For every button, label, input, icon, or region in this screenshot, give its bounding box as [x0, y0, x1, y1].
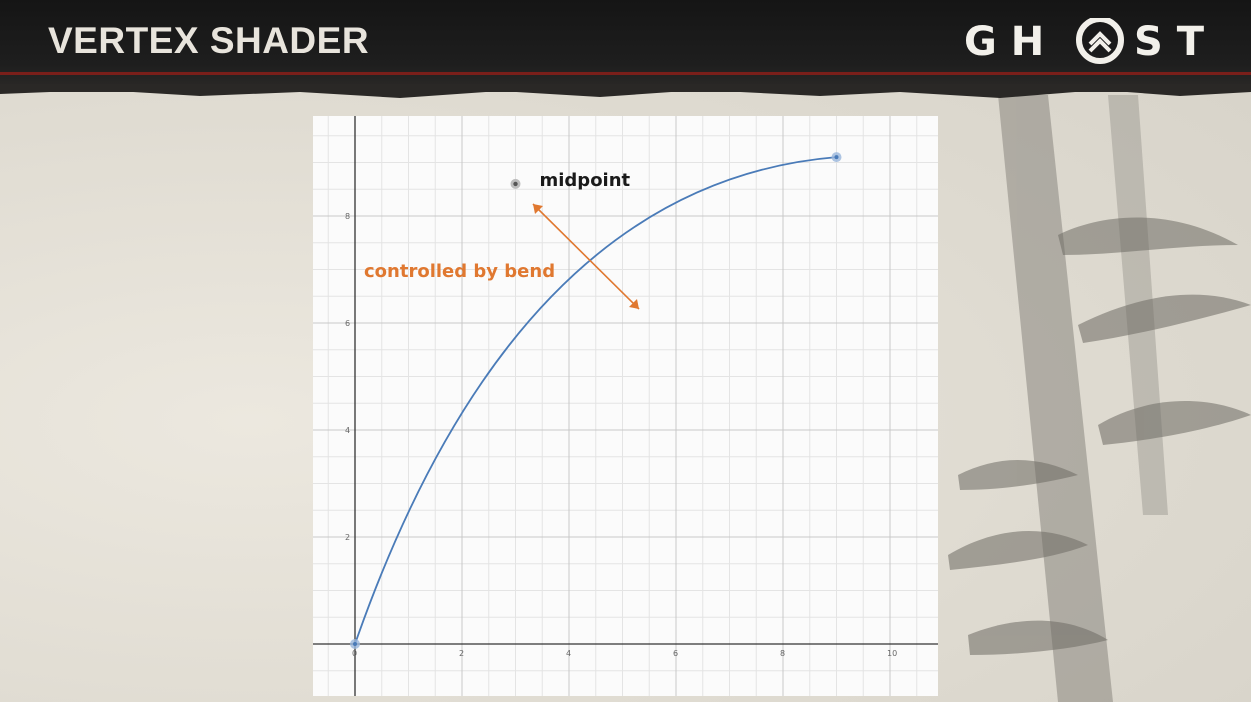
bend-arrow-line	[532, 203, 640, 310]
graph-panel: 0 2 4 6 8 10 2 4 6 8 midpoint controlled by bend	[313, 116, 938, 696]
x-tick-label: 0	[352, 649, 357, 658]
midpoint-dot	[513, 181, 518, 187]
x-tick-label: 10	[887, 649, 897, 658]
bend-label: controlled by bend	[364, 261, 555, 282]
y-tick-label: 2	[345, 533, 350, 542]
ghost-logo: G H S T	[964, 18, 1205, 64]
header-torn-edge	[0, 84, 1251, 98]
y-tick-label: 8	[345, 212, 350, 221]
start-point-dot	[353, 642, 357, 646]
x-tick-label: 6	[673, 649, 678, 658]
logo-text-left: G H	[964, 19, 1044, 64]
bezier-curve-line	[354, 156, 837, 645]
y-tick-label: 4	[345, 426, 350, 435]
bezier-curve-chart: 0 2 4 6 8 10 2 4 6 8 midpoint controlled by bend	[313, 116, 938, 696]
x-tick-label: 4	[566, 649, 571, 658]
bend-arrow-head-down	[629, 299, 639, 309]
bamboo-ink-painting	[948, 95, 1251, 702]
end-point-dot	[834, 155, 839, 160]
header-accent-line	[0, 72, 1251, 75]
x-tick-label: 8	[780, 649, 785, 658]
logo-text-right: S T	[1134, 19, 1205, 64]
bend-arrow-head-up	[533, 204, 543, 214]
slide-header: VERTEX SHADER G H S T	[0, 0, 1251, 98]
y-tick-label: 6	[345, 319, 350, 328]
midpoint-label: midpoint	[540, 170, 631, 191]
slide-title: VERTEX SHADER	[48, 20, 370, 61]
x-tick-label: 2	[459, 649, 464, 658]
ghost-emblem-icon	[1076, 18, 1124, 64]
